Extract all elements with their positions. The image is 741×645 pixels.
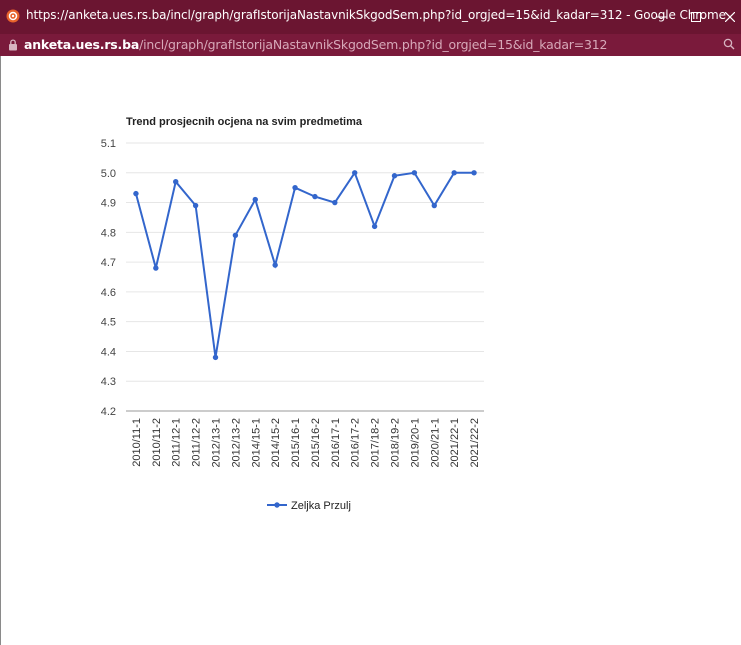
- data-point: [471, 170, 477, 176]
- data-point: [272, 262, 278, 268]
- maximize-icon: [691, 12, 701, 22]
- x-tick-label: 2011/12-1: [171, 418, 183, 467]
- minimize-button[interactable]: [645, 0, 679, 34]
- data-point: [133, 190, 139, 197]
- x-tick-label: 2011/12-2: [191, 418, 203, 467]
- minimize-icon: [657, 16, 667, 18]
- y-tick-label: 4.5: [101, 317, 116, 329]
- y-tick-label: 5.0: [101, 168, 116, 180]
- data-point: [153, 265, 159, 271]
- y-tick-label: 5.1: [101, 138, 116, 150]
- data-point: [451, 170, 457, 176]
- data-point: [391, 173, 398, 179]
- site-favicon-icon: [6, 9, 20, 23]
- data-point: [252, 196, 258, 203]
- page-left-border: [0, 56, 1, 645]
- data-point: [371, 223, 378, 230]
- y-tick-label: 4.4: [101, 346, 116, 358]
- url-text[interactable]: anketa.ues.rs.ba/incl/graph/grafIstorija…: [24, 37, 607, 52]
- data-point: [292, 184, 298, 191]
- close-icon: [725, 12, 735, 22]
- x-tick-label: 2010/11-2: [151, 418, 163, 467]
- x-tick-label: 2010/11-1: [131, 418, 143, 467]
- data-point: [212, 354, 219, 361]
- y-tick-label: 4.7: [101, 257, 116, 269]
- data-point: [312, 193, 318, 200]
- data-point: [173, 179, 179, 185]
- x-tick-label: 2018/19-2: [390, 418, 402, 468]
- y-tick-label: 4.9: [101, 198, 116, 210]
- data-point: [192, 202, 199, 209]
- x-tick-label: 2020/21-1: [429, 418, 441, 468]
- url-path: /incl/graph/grafIstorijaNastavnikSkgodSe…: [139, 37, 608, 52]
- x-tick-label: 2019/20-1: [409, 418, 421, 468]
- address-bar[interactable]: anketa.ues.rs.ba/incl/graph/grafIstorija…: [0, 34, 741, 56]
- y-tick-label: 4.2: [101, 406, 116, 418]
- x-tick-label: 2021/22-1: [449, 418, 461, 468]
- data-point: [431, 202, 437, 209]
- x-tick-label: 2015/16-2: [310, 418, 322, 468]
- y-tick-label: 4.3: [101, 376, 116, 388]
- x-tick-label: 2012/13-1: [211, 418, 223, 468]
- line-chart: Trend prosjecnih ocjena na svim predmeti…: [101, 116, 484, 512]
- x-tick-label: 2017/18-2: [370, 418, 382, 468]
- x-tick-label: 2016/17-1: [330, 418, 342, 468]
- x-tick-label: 2015/16-1: [290, 418, 302, 468]
- data-point: [352, 170, 358, 176]
- y-tick-label: 4.6: [101, 287, 116, 299]
- window-title: https://anketa.ues.rs.ba/incl/graph/graf…: [26, 8, 726, 22]
- chart-title: Trend prosjecnih ocjena na svim predmeti…: [126, 116, 363, 128]
- url-host: anketa.ues.rs.ba: [24, 37, 140, 52]
- y-tick-label: 4.8: [101, 227, 116, 239]
- legend-label: Zeljka Przulj: [291, 500, 351, 512]
- legend-swatch-point: [274, 502, 280, 508]
- close-button[interactable]: [713, 0, 741, 34]
- x-tick-label: 2016/17-2: [350, 418, 362, 468]
- x-tick-label: 2014/15-1: [250, 418, 262, 468]
- data-point: [411, 170, 418, 176]
- data-point: [332, 199, 338, 206]
- maximize-button[interactable]: [679, 0, 713, 34]
- data-point: [232, 232, 239, 239]
- zoom-icon[interactable]: [723, 38, 735, 50]
- x-tick-label: 2014/15-2: [270, 418, 282, 468]
- window-titlebar: https://anketa.ues.rs.ba/incl/graph/graf…: [0, 0, 741, 34]
- series-line: [134, 170, 475, 358]
- lock-icon: [9, 39, 17, 51]
- x-tick-label: 2021/22-2: [469, 418, 481, 468]
- x-tick-label: 2012/13-2: [230, 418, 242, 468]
